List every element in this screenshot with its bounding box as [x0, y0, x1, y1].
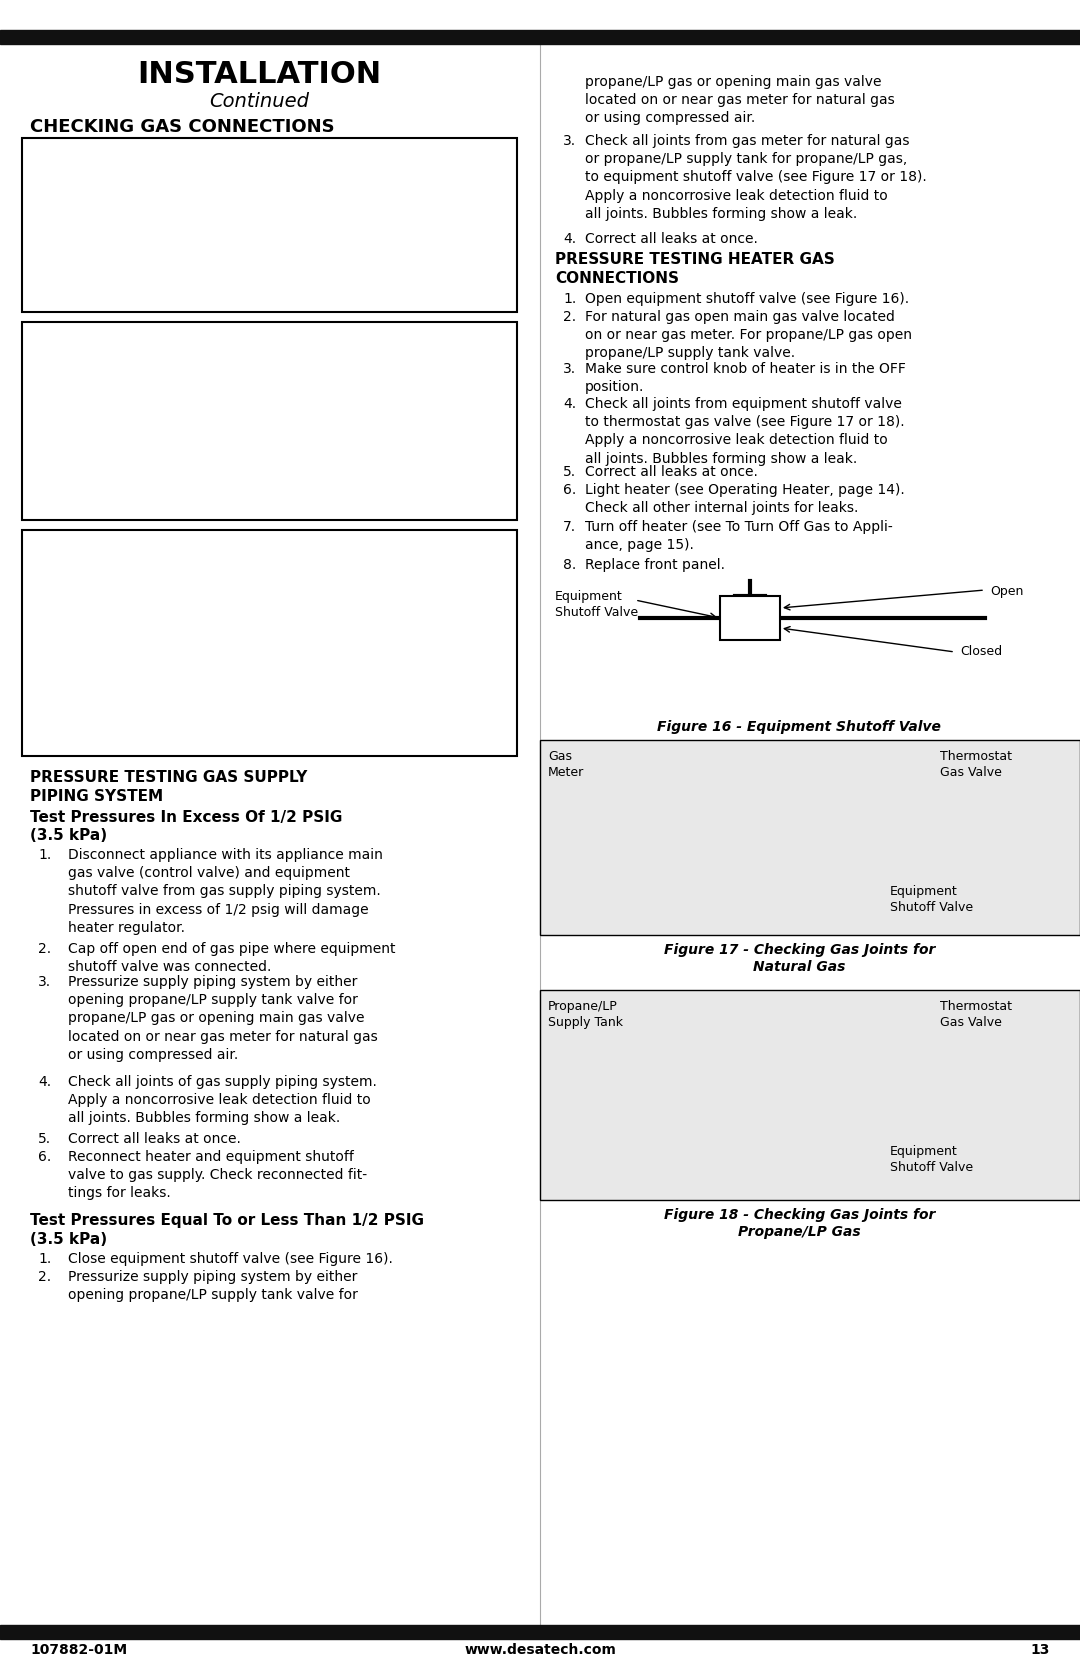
Bar — [0, 1626, 1080, 1639]
Text: Equipment
Shutoff Valve: Equipment Shutoff Valve — [890, 885, 973, 915]
Text: Pressurize supply piping system by either
opening propane/LP supply tank valve f: Pressurize supply piping system by eithe… — [68, 1270, 357, 1302]
Text: Correct all leaks at once.: Correct all leaks at once. — [68, 1132, 241, 1147]
Text: Correct all leaks at once.: Correct all leaks at once. — [585, 466, 758, 479]
Bar — [730, 759, 890, 890]
Text: 5.: 5. — [38, 1132, 51, 1147]
Text: Open equipment shutoff valve (see Figure 16).: Open equipment shutoff valve (see Figure… — [585, 292, 909, 305]
Text: 4.: 4. — [563, 232, 576, 245]
Text: 2.: 2. — [38, 941, 51, 956]
Text: 13: 13 — [1030, 1642, 1050, 1657]
Text: 1.: 1. — [38, 1252, 51, 1267]
Text: Gas
Meter: Gas Meter — [548, 749, 584, 779]
Text: PRESSURE TESTING HEATER GAS
CONNECTIONS: PRESSURE TESTING HEATER GAS CONNECTIONS — [555, 252, 835, 285]
Text: Equipment
Shutoff Valve: Equipment Shutoff Valve — [890, 1145, 973, 1173]
Text: CHECKING GAS CONNECTIONS: CHECKING GAS CONNECTIONS — [30, 118, 335, 135]
Text: Pressurize supply piping system by either
opening propane/LP supply tank valve f: Pressurize supply piping system by eithe… — [68, 975, 378, 1061]
Text: 5.: 5. — [563, 466, 576, 479]
Text: 3.: 3. — [38, 975, 51, 990]
Text: and  connections,  internal  and
external  to  unit,  for  leaks  after
installi: and connections, internal and external t… — [38, 180, 400, 277]
Text: PRESSURE TESTING GAS SUPPLY
PIPING SYSTEM: PRESSURE TESTING GAS SUPPLY PIPING SYSTE… — [30, 769, 308, 803]
Bar — [0, 30, 1080, 43]
Text: Check all joints from gas meter for natural gas
or propane/LP supply tank for pr: Check all joints from gas meter for natu… — [585, 134, 927, 220]
Text: Test Pressures Equal To or Less Than 1/2 PSIG: Test Pressures Equal To or Less Than 1/2… — [30, 1213, 424, 1228]
Text: Thermostat
Gas Valve: Thermostat Gas Valve — [940, 1000, 1012, 1030]
Text: 7.: 7. — [563, 521, 576, 534]
Text: propane/LP gas or opening main gas valve
located on or near gas meter for natura: propane/LP gas or opening main gas valve… — [585, 75, 894, 125]
Text: 6.: 6. — [563, 482, 577, 497]
Text: Open: Open — [990, 586, 1024, 598]
Text: 4.: 4. — [38, 1075, 51, 1088]
Text: WARNING: Test all gas piping: WARNING: Test all gas piping — [72, 152, 381, 170]
Text: (3.5 kPa): (3.5 kPa) — [30, 828, 107, 843]
Text: Figure 16 - Equipment Shutoff Valve: Figure 16 - Equipment Shutoff Valve — [658, 719, 941, 734]
Text: Propane/LP
Supply Tank: Propane/LP Supply Tank — [548, 1000, 623, 1030]
Bar — [540, 739, 1080, 935]
Text: WARNING:  Never  use  an: WARNING: Never use an — [72, 335, 348, 355]
Bar — [730, 1010, 890, 1140]
Text: Cap off open end of gas pipe where equipment
shutoff valve was connected.: Cap off open end of gas pipe where equip… — [68, 941, 395, 975]
Text: 107882-01M: 107882-01M — [30, 1642, 127, 1657]
Text: 6.: 6. — [38, 1150, 51, 1163]
Text: Close equipment shutoff valve (see Figure 16).: Close equipment shutoff valve (see Figur… — [68, 1252, 393, 1267]
Text: Light heater (see Operating Heater, page 14).
Check all other internal joints fo: Light heater (see Operating Heater, page… — [585, 482, 905, 516]
Ellipse shape — [570, 1015, 625, 1035]
Text: Test Pressures In Excess Of 1/2 PSIG: Test Pressures In Excess Of 1/2 PSIG — [30, 809, 342, 824]
Text: Check all joints of gas supply piping system.
Apply a noncorrosive leak detectio: Check all joints of gas supply piping sy… — [68, 1075, 377, 1125]
Text: Make sure control knob of heater is in the OFF
position.: Make sure control knob of heater is in t… — [585, 362, 906, 394]
Bar — [540, 990, 1080, 1200]
Text: Figure 18 - Checking Gas Joints for
Propane/LP Gas: Figure 18 - Checking Gas Joints for Prop… — [663, 1208, 935, 1240]
Text: open  flame  to  check  for  a  leak.
Apply a noncorrosive leak detec-
tion  flu: open flame to check for a leak. Apply a … — [38, 364, 405, 486]
Text: (3.5 kPa): (3.5 kPa) — [30, 1232, 107, 1247]
Text: Thermostat
Gas Valve: Thermostat Gas Valve — [940, 749, 1012, 779]
Text: Replace front panel.: Replace front panel. — [585, 557, 725, 572]
Bar — [22, 139, 517, 312]
Text: Turn off heater (see To Turn Off Gas to Appli-
ance, page 15).: Turn off heater (see To Turn Off Gas to … — [585, 521, 893, 552]
Bar — [22, 322, 517, 521]
Text: ⚠: ⚠ — [38, 152, 60, 175]
Bar — [570, 1025, 625, 1155]
Text: 4.: 4. — [563, 397, 576, 411]
Text: Correct all leaks at once.: Correct all leaks at once. — [585, 232, 758, 245]
Bar — [580, 1005, 615, 1026]
Bar — [22, 531, 517, 756]
Text: www.desatech.com: www.desatech.com — [464, 1642, 616, 1657]
Text: 1.: 1. — [563, 292, 577, 305]
Text: Check all joints from equipment shutoff valve
to thermostat gas valve (see Figur: Check all joints from equipment shutoff … — [585, 397, 905, 466]
Text: CAUTION:  For  propane/LP: CAUTION: For propane/LP — [72, 544, 354, 562]
Text: 8.: 8. — [563, 557, 577, 572]
Text: Reconnect heater and equipment shutoff
valve to gas supply. Check reconnected fi: Reconnect heater and equipment shutoff v… — [68, 1150, 367, 1200]
Text: gas, make sure external regula-
tor  has  been  installed  between
propane/LP su: gas, make sure external regula- tor has … — [38, 572, 393, 694]
Text: INSTALLATION: INSTALLATION — [137, 60, 381, 88]
Text: 1.: 1. — [38, 848, 51, 861]
Text: ⚠: ⚠ — [38, 335, 60, 361]
Text: Closed: Closed — [960, 644, 1002, 658]
Text: Figure 17 - Checking Gas Joints for
Natural Gas: Figure 17 - Checking Gas Joints for Natu… — [663, 943, 935, 975]
Text: 3.: 3. — [563, 134, 576, 149]
Bar — [575, 769, 625, 870]
Text: 2.: 2. — [563, 310, 576, 324]
Text: Continued: Continued — [210, 92, 309, 112]
Text: ⚠: ⚠ — [38, 544, 60, 567]
Text: Disconnect appliance with its appliance main
gas valve (control valve) and equip: Disconnect appliance with its appliance … — [68, 848, 383, 935]
Text: 2.: 2. — [38, 1270, 51, 1283]
Text: 3.: 3. — [563, 362, 576, 376]
Ellipse shape — [570, 1145, 625, 1165]
Text: For natural gas open main gas valve located
on or near gas meter. For propane/LP: For natural gas open main gas valve loca… — [585, 310, 912, 361]
Bar — [720, 596, 780, 639]
Text: Equipment
Shutoff Valve: Equipment Shutoff Valve — [555, 591, 638, 619]
